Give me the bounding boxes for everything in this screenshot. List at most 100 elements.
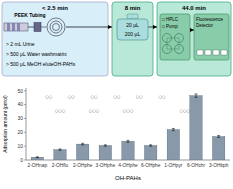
volume-label: 200 μL xyxy=(125,31,141,37)
error-cap xyxy=(172,128,175,129)
bar xyxy=(144,145,156,160)
error-cap xyxy=(217,137,220,138)
error-bar xyxy=(127,140,130,142)
bar xyxy=(99,145,111,160)
figure: < 2.5 min 8 min 44.0 min PEEK Tubing > 2 mL … xyxy=(0,0,233,189)
detector-cell xyxy=(197,50,203,55)
x-tick-label: 3-OHbph xyxy=(209,163,229,168)
x-tick-label: 2-OHnap xyxy=(28,163,48,168)
x-tick-label: 6-OHchr xyxy=(187,163,206,168)
tubing-label: PEEK Tubing xyxy=(14,12,45,18)
error-cap xyxy=(59,148,62,149)
x-tick-label: 4-OHphe xyxy=(118,163,138,168)
x-tick-label: 3-OHphe xyxy=(96,163,116,168)
syringe-band xyxy=(7,23,10,31)
syringe xyxy=(4,23,28,31)
y-tick-label: 50 xyxy=(17,88,23,94)
y-axis-label: Adsorption amount (pmol) xyxy=(2,95,8,153)
y-tick xyxy=(24,90,26,91)
error-line xyxy=(150,145,151,146)
bar xyxy=(76,144,88,160)
molecule-icon: ○○○ xyxy=(179,108,190,113)
y-axis-line xyxy=(26,88,27,160)
bottle-neck xyxy=(127,14,138,19)
volume-label: 20 μL xyxy=(126,22,139,28)
workflow-diagram: < 2.5 min 8 min 44.0 min PEEK Tubing > 2 mL … xyxy=(2,2,231,76)
device-label: □ HPLC xyxy=(162,17,179,22)
bar xyxy=(167,130,179,160)
pump-link xyxy=(167,38,179,49)
detector-cell xyxy=(221,50,227,55)
y-tick xyxy=(24,146,26,147)
error-bar xyxy=(149,145,152,146)
x-tick-label: 1-OHpyr xyxy=(164,163,183,168)
syringe-band xyxy=(12,23,15,31)
flow-arrow xyxy=(66,27,112,28)
step-text: > 2 mL Urine xyxy=(6,41,35,47)
step-box xyxy=(157,2,231,76)
molecule-icon: ○○○ xyxy=(89,108,100,113)
bottle-body xyxy=(117,19,148,40)
molecule-icon: ○○ xyxy=(113,94,120,99)
connector xyxy=(28,27,34,28)
y-tick-label: 20 xyxy=(17,129,23,135)
x-axis-label: OH-PAHs xyxy=(115,175,141,181)
detector-cell xyxy=(205,50,211,55)
text-line: Detector xyxy=(196,23,214,28)
molecule-icon: ○○○ xyxy=(55,108,66,113)
error-line xyxy=(128,140,129,142)
coil-ring xyxy=(50,21,62,33)
molecule-icon: ○○ xyxy=(45,94,52,99)
bars xyxy=(31,94,225,160)
error-line xyxy=(82,143,83,145)
detector-box xyxy=(194,14,229,60)
hplc-box xyxy=(160,14,190,60)
error-cap xyxy=(195,93,198,94)
molecule-icon: ○○○ xyxy=(123,108,134,113)
error-cap xyxy=(149,146,152,147)
connector xyxy=(41,27,47,28)
y-tick xyxy=(24,160,26,161)
error-cap xyxy=(36,156,39,157)
x-tick-label: 2-OHflu xyxy=(52,163,69,168)
error-cap xyxy=(59,150,62,151)
error-line xyxy=(60,149,61,150)
bar xyxy=(54,150,66,160)
x-tick-label: 2-OHphe xyxy=(73,163,93,168)
error-line xyxy=(173,128,174,130)
error-bar xyxy=(172,128,175,130)
bar xyxy=(31,157,43,160)
flow-arrow xyxy=(149,27,158,28)
molecule-icon: ○○ xyxy=(91,94,98,99)
step-text: > 500 μL Water washmatrix xyxy=(6,51,67,57)
error-cap xyxy=(81,144,84,145)
coil-ring xyxy=(47,18,65,36)
error-cap xyxy=(127,142,130,143)
error-bar xyxy=(104,145,107,146)
error-cap xyxy=(149,144,152,145)
error-line xyxy=(37,156,38,158)
y-tick-label: 40 xyxy=(17,101,23,107)
bar xyxy=(212,136,224,160)
error-cap xyxy=(81,143,84,144)
y-tick xyxy=(24,118,26,119)
step-text: > 500 μL MeOH eluteOH-PAHs xyxy=(6,61,76,67)
axes: 010203040502-OHnap2-OHflu2-OHphe3-OHphe4… xyxy=(2,88,230,181)
step-title: 8 min xyxy=(125,5,141,11)
y-tick-label: 0 xyxy=(20,157,23,163)
step-title: 44.0 min xyxy=(182,5,206,11)
flow-arrow xyxy=(190,30,194,31)
error-line xyxy=(105,145,106,146)
filter xyxy=(34,23,41,32)
error-cap xyxy=(104,146,107,147)
detector-cell xyxy=(213,50,219,55)
error-cap xyxy=(36,157,39,158)
y-tick xyxy=(24,104,26,105)
step-box xyxy=(112,2,153,76)
y-tick xyxy=(24,132,26,133)
text-line: Fluorescence xyxy=(196,17,224,22)
error-bar xyxy=(195,94,198,97)
step-title: < 2.5 min xyxy=(42,5,68,11)
error-bar xyxy=(36,156,39,158)
step-box xyxy=(2,2,108,76)
